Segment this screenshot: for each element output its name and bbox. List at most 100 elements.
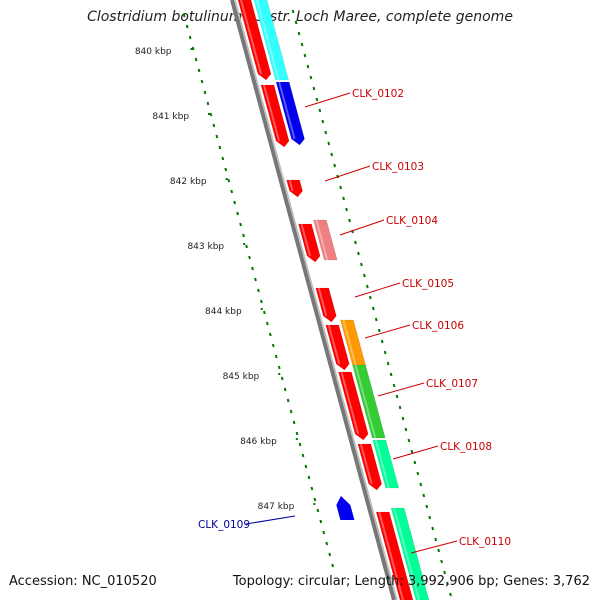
scale-dot — [271, 343, 275, 348]
gene-label-leader — [377, 382, 425, 397]
scale-dot — [185, 24, 189, 29]
scale-dot — [227, 178, 231, 183]
dot-track-outer-dot — [324, 130, 328, 135]
dot-track-outer-dot — [315, 97, 319, 102]
cds-block-shine — [327, 324, 341, 365]
dot-track-outer-dot — [321, 119, 325, 124]
cds-color-block — [253, 0, 289, 81]
cds-block-shine — [317, 287, 328, 317]
dot-track-outer-dot — [363, 273, 366, 278]
scale-dot — [200, 79, 204, 84]
cds-block — [338, 371, 369, 441]
dot-track-outer-dot — [354, 240, 357, 245]
dot-track-outer-dot — [306, 64, 310, 69]
cds-block-shine — [340, 371, 360, 435]
dot-track-outer-dot — [342, 196, 345, 201]
scale-dot — [248, 255, 251, 260]
scale-dot — [292, 420, 296, 425]
dot-track-outer-dot — [383, 350, 387, 355]
backbone-highlight — [234, 0, 398, 600]
dot-track-outer-dot — [303, 53, 307, 58]
gene-label: CLK_0108 — [440, 441, 492, 453]
scale-label: 840 kbp — [135, 47, 172, 57]
scale-label: 846 kbp — [240, 437, 277, 447]
scale-dot — [215, 134, 219, 139]
scale-dot — [316, 508, 320, 513]
scale-label: 845 kbp — [223, 372, 260, 382]
scale-dot — [257, 288, 260, 293]
cds-block — [298, 223, 321, 263]
cds-color-block-shine — [354, 364, 377, 439]
scale-dot — [313, 497, 317, 502]
scale-dot — [260, 299, 263, 304]
gene-label-leader — [324, 165, 371, 182]
dot-track-outer-dot — [416, 471, 420, 476]
scale-dot — [182, 13, 186, 18]
scale-dot — [230, 189, 234, 194]
dot-track-outer-dot — [339, 185, 342, 190]
gene-label-leader — [410, 540, 458, 554]
cds-block — [260, 84, 290, 148]
scale-dot — [268, 332, 272, 337]
gene-label-leader — [392, 445, 439, 460]
gene-label: CLK_0102 — [352, 88, 404, 100]
scale-label: 841 kbp — [152, 112, 189, 122]
scale-dot — [245, 244, 248, 249]
cds-color-block-shine — [315, 219, 329, 261]
dot-track-outer-dot — [431, 526, 435, 531]
scale-dot — [242, 233, 245, 238]
dot-track-outer-dot — [327, 141, 331, 146]
dot-track-outer-dot — [446, 581, 449, 586]
dot-track-outer-dot — [291, 9, 295, 14]
dot-track-outer-dot — [365, 284, 369, 289]
cds-color-block-shine — [393, 507, 420, 600]
cds-block-shine — [359, 443, 373, 485]
scale-dot — [206, 101, 210, 106]
scale-dot — [325, 541, 329, 546]
cds-color-block — [390, 507, 430, 600]
scale-label: 842 kbp — [170, 177, 207, 187]
cds-block — [237, 0, 272, 81]
scale-dot — [233, 200, 237, 205]
scale-dot — [331, 563, 335, 568]
cds-block — [357, 443, 382, 491]
scale-dot — [286, 398, 290, 403]
scale-dot — [298, 442, 302, 447]
dot-track-outer-dot — [357, 251, 360, 256]
cds-block-shine — [262, 84, 281, 142]
dot-track-outer-dot — [309, 75, 313, 80]
scale-dot — [188, 35, 192, 40]
dot-track-outer-dot — [392, 383, 396, 388]
dot-track-outer-dot — [419, 482, 423, 487]
scale-dot — [194, 57, 198, 62]
scale-ruler: 840 kbp 841 kbp 842 kbp 843 kbp 844 kbp 845 k… — [135, 13, 335, 568]
cds-block-shine — [300, 223, 312, 257]
dot-track-outer-dot — [428, 515, 432, 520]
dot-track-outer-dot — [437, 548, 441, 553]
scale-dot — [236, 211, 240, 216]
dot-track-outer-dot — [312, 86, 316, 91]
scale-dot — [254, 277, 257, 282]
dot-track-outer-dot — [395, 394, 399, 399]
scale-dot — [221, 156, 225, 161]
dot-track-outer-dot — [297, 31, 301, 36]
gene-label: CLK_0110 — [459, 536, 511, 548]
scale-dot — [209, 112, 213, 117]
cds-block — [286, 179, 303, 198]
gene-label: CLK_0104 — [386, 215, 438, 227]
dot-track-outer-dot — [404, 427, 408, 432]
cds-color-block-shine — [342, 319, 357, 366]
genome-backbone — [230, 0, 398, 600]
cds-color-block-shine — [374, 439, 390, 489]
dot-track-outer-dot — [386, 361, 390, 366]
dot-track-outer-dot — [440, 559, 443, 564]
feature-tracks — [237, 0, 430, 600]
reverse-cds-block — [336, 496, 355, 520]
scale-dot — [274, 354, 278, 359]
dot-track-outer-dot — [330, 152, 334, 157]
scale-dot — [277, 365, 281, 370]
cds-block-shine — [378, 511, 404, 600]
dot-track-outer-dot — [348, 218, 351, 223]
dot-track-outer-dot — [318, 108, 322, 113]
gene-labels: CLK_0102 CLK_0103 CLK_0104 CLK_0105 CLK_0106… — [198, 88, 511, 554]
